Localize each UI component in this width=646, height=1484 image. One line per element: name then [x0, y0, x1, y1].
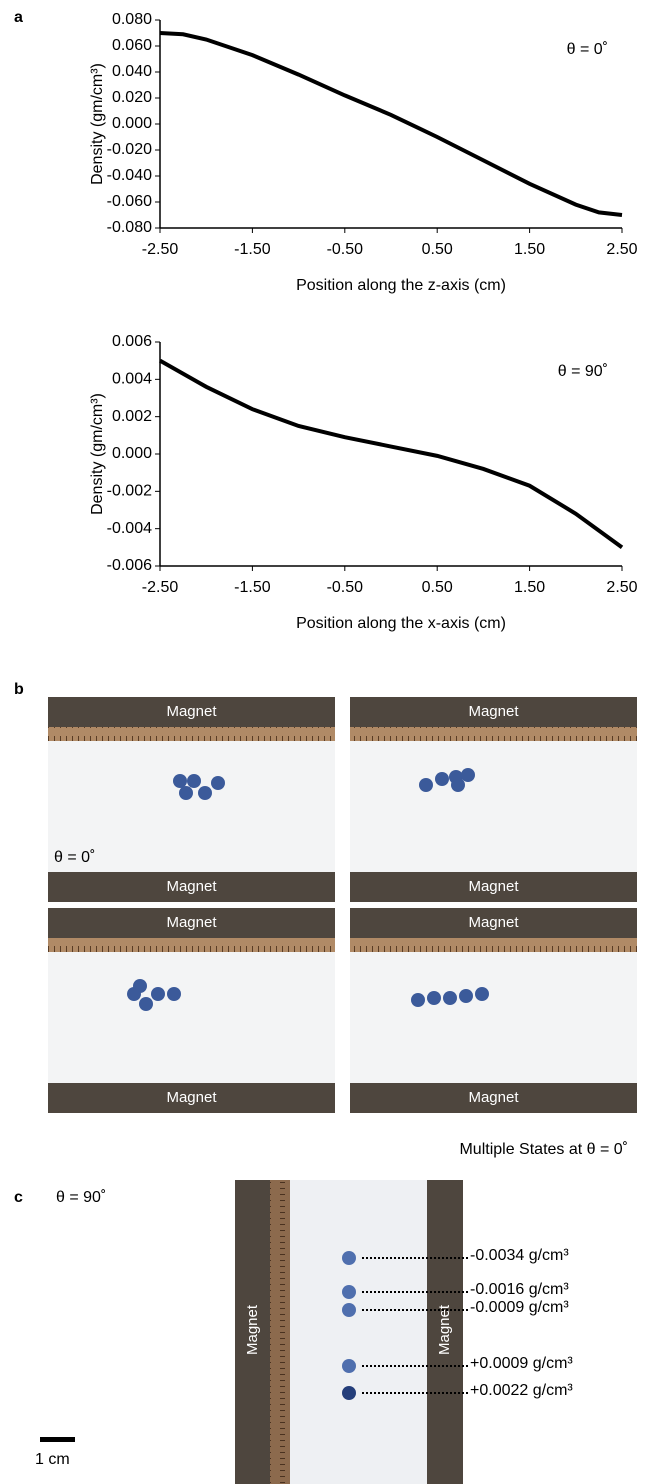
magnet: [427, 1180, 463, 1484]
y-tick-label: -0.040: [107, 167, 152, 184]
y-tick-label: 0.006: [112, 333, 152, 350]
bead: [173, 774, 187, 788]
x-axis-title: Position along the x-axis (cm): [296, 615, 506, 632]
scale-bar: [40, 1437, 75, 1442]
y-tick-label: 0.000: [112, 115, 152, 132]
magnet: [350, 872, 637, 902]
density-label: +0.0009 g/cm³: [470, 1355, 573, 1372]
x-tick-label: 0.50: [422, 241, 453, 258]
caption: Multiple States at θ = 0˚: [459, 1141, 628, 1158]
density-label: -0.0034 g/cm³: [470, 1247, 569, 1264]
magnet-label: Magnet: [468, 914, 519, 931]
bead: [435, 772, 449, 786]
x-tick-label: -2.50: [142, 579, 179, 596]
x-tick-label: 0.50: [422, 579, 453, 596]
bead: [342, 1303, 356, 1317]
y-tick-label: 0.004: [112, 371, 152, 388]
density-label: -0.0009 g/cm³: [470, 1299, 569, 1316]
y-tick-label: -0.002: [107, 483, 152, 500]
panel-label: c: [14, 1189, 23, 1206]
y-tick-label: 0.002: [112, 408, 152, 425]
ruler: [350, 727, 637, 741]
y-tick-label: 0.020: [112, 89, 152, 106]
ruler: [350, 938, 637, 952]
bead: [198, 786, 212, 800]
bead: [151, 987, 165, 1001]
magnet-label: Magnet: [468, 703, 519, 720]
y-tick-label: -0.060: [107, 193, 152, 210]
magnet: [350, 697, 637, 727]
y-tick-label: 0.080: [112, 11, 152, 28]
data-line: [159, 358, 624, 549]
magnet-label: Magnet: [166, 1089, 217, 1106]
bead: [167, 987, 181, 1001]
x-tick-label: 1.50: [514, 579, 545, 596]
bead: [419, 778, 433, 792]
x-tick-label: 1.50: [514, 241, 545, 258]
magnet: [350, 1083, 637, 1113]
y-tick-label: -0.004: [107, 520, 152, 537]
bead: [139, 997, 153, 1011]
bead: [127, 987, 141, 1001]
magnet: [48, 872, 335, 902]
bead: [475, 987, 489, 1001]
y-tick-label: -0.006: [107, 557, 152, 574]
annotation: θ = 0˚: [567, 41, 608, 58]
magnet-label: Magnet: [468, 1089, 519, 1106]
y-tick-label: 0.000: [112, 445, 152, 462]
x-axis-title: Position along the z-axis (cm): [296, 277, 506, 294]
magnet: [48, 908, 335, 938]
magnet: [48, 697, 335, 727]
bead: [187, 774, 201, 788]
bead: [443, 991, 457, 1005]
bead: [427, 991, 441, 1005]
x-tick-label: -0.50: [327, 579, 364, 596]
y-tick-label: 0.040: [112, 63, 152, 80]
theta-label: θ = 0˚: [54, 849, 95, 866]
magnet-label: Magnet: [166, 878, 217, 895]
magnet-label: Magnet: [166, 914, 217, 931]
bead: [342, 1285, 356, 1299]
y-axis-title: Density (gm/cm³): [89, 63, 106, 185]
annotation: θ = 90˚: [558, 363, 608, 380]
x-tick-label: -0.50: [327, 241, 364, 258]
bead: [211, 776, 225, 790]
panel-label: b: [14, 681, 24, 698]
magnet-label: Magnet: [468, 878, 519, 895]
y-tick-label: -0.020: [107, 141, 152, 158]
ruler: [270, 1180, 290, 1484]
bead: [459, 989, 473, 1003]
y-axis-title: Density (gm/cm³): [89, 393, 106, 515]
y-tick-label: -0.080: [107, 219, 152, 236]
bead: [461, 768, 475, 782]
y-tick-label: 0.060: [112, 37, 152, 54]
magnet-label: Magnet: [244, 1304, 261, 1355]
density-label: -0.0016 g/cm³: [470, 1281, 569, 1298]
x-tick-label: 2.50: [606, 241, 637, 258]
density-label: +0.0022 g/cm³: [470, 1382, 573, 1399]
bead: [342, 1251, 356, 1265]
x-tick-label: -1.50: [234, 241, 271, 258]
magnet: [350, 908, 637, 938]
bead: [342, 1386, 356, 1400]
ruler: [48, 727, 335, 741]
ruler: [48, 938, 335, 952]
magnet: [48, 1083, 335, 1113]
theta-label: θ = 90˚: [56, 1189, 106, 1206]
data-line: [159, 31, 623, 217]
bead: [179, 786, 193, 800]
scale-label: 1 cm: [35, 1451, 70, 1468]
panel-label: a: [14, 9, 23, 26]
bead: [342, 1359, 356, 1373]
magnet-label: Magnet: [436, 1304, 453, 1355]
x-tick-label: -1.50: [234, 579, 271, 596]
bead: [451, 778, 465, 792]
bead: [411, 993, 425, 1007]
magnet-label: Magnet: [166, 703, 217, 720]
x-tick-label: -2.50: [142, 241, 179, 258]
x-tick-label: 2.50: [606, 579, 637, 596]
magnet: [235, 1180, 270, 1484]
